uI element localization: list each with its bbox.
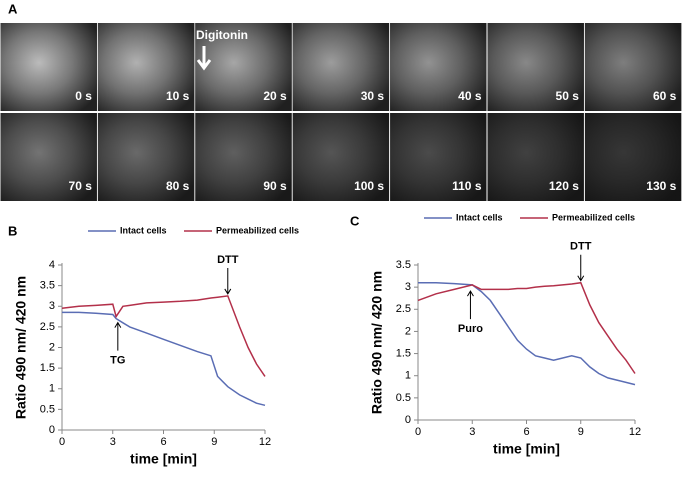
y-tick-label: 2 [49, 341, 55, 353]
annotation-label: DTT [570, 241, 592, 253]
y-tick-label: 3.5 [40, 280, 55, 292]
frame-time: 130 s [646, 179, 676, 193]
y-tick-label: 3 [49, 300, 55, 312]
y-axis-title: Ratio 490 nm/ 420 nm [13, 276, 29, 419]
microscopy-cells [195, 113, 292, 201]
annotation-arrow [224, 267, 232, 295]
x-axis-title: time [min] [130, 451, 197, 467]
panel-label: A [8, 1, 18, 16]
panel-label: B [8, 223, 17, 238]
x-tick-label: 3 [110, 436, 116, 448]
frame-time: 120 s [549, 179, 579, 193]
microscopy-cells [292, 113, 390, 201]
frame-time: 30 s [361, 89, 385, 103]
microscopy-cells [292, 23, 390, 111]
frame-time: 90 s [263, 179, 287, 193]
y-tick-label: 0 [405, 414, 411, 426]
frame-time: 70 s [69, 179, 93, 193]
frame-time: 60 s [653, 89, 677, 103]
x-tick-label: 6 [160, 436, 166, 448]
microscopy-cells [390, 23, 487, 111]
y-tick-label: 1 [405, 370, 411, 382]
legend-label: Permeabilized cells [552, 212, 635, 222]
y-tick-label: 0 [49, 424, 55, 436]
x-tick-label: 0 [415, 426, 421, 438]
x-tick-label: 9 [211, 436, 217, 448]
x-axis-title: time [min] [493, 441, 560, 457]
annotation-label: Puro [458, 323, 483, 335]
frame-time: 10 s [166, 89, 190, 103]
annotation: Digitonin [196, 28, 248, 42]
y-tick-label: 0.5 [396, 392, 411, 404]
x-tick-label: 3 [469, 426, 475, 438]
series-line [62, 311, 266, 407]
y-tick-label: 4 [49, 259, 55, 271]
y-tick-label: 1.5 [40, 362, 55, 374]
annotation-arrow [114, 321, 122, 351]
y-tick-label: 1.5 [396, 347, 411, 359]
series-line [418, 281, 636, 386]
y-tick-label: 2 [405, 325, 411, 337]
annotation-label: DTT [217, 254, 239, 266]
microscopy-cells [487, 113, 584, 201]
frame-time: 100 s [354, 179, 384, 193]
y-tick-label: 3.5 [396, 259, 411, 271]
y-tick-label: 3 [405, 281, 411, 293]
legend-label: Intact cells [120, 225, 167, 235]
x-tick-label: 0 [59, 436, 65, 448]
y-tick-label: 0.5 [40, 403, 55, 415]
frame-time: 40 s [458, 89, 482, 103]
annotation-arrow [467, 290, 474, 320]
x-tick-label: 9 [578, 426, 584, 438]
legend-label: Intact cells [456, 212, 503, 222]
series-line [417, 281, 636, 374]
legend-label: Permeabilized cells [216, 225, 299, 235]
microscopy-cells [584, 113, 682, 201]
x-tick-label: 12 [259, 436, 271, 448]
frame-time: 20 s [263, 89, 287, 103]
series-line [61, 295, 266, 377]
frame-time: 50 s [556, 89, 580, 103]
x-tick-label: 6 [523, 426, 529, 438]
microscopy-cells [584, 23, 682, 111]
microscopy-cells [97, 113, 195, 201]
arrow [196, 46, 212, 71]
y-tick-label: 2.5 [396, 303, 411, 315]
annotation-arrow [577, 254, 585, 282]
y-axis-title: Ratio 490 nm/ 420 nm [369, 271, 385, 414]
microscopy-cells [97, 23, 195, 111]
annotation-label: TG [110, 355, 125, 367]
microscopy-cells [390, 113, 487, 201]
frame-time: 0 s [75, 89, 92, 103]
frame-time: 110 s [452, 179, 482, 193]
microscopy-cells [487, 23, 584, 111]
y-tick-label: 2.5 [40, 321, 55, 333]
microscopy-cells [0, 113, 97, 201]
panel-label: C [350, 213, 360, 228]
x-tick-label: 12 [629, 426, 641, 438]
microscopy-cells [195, 23, 292, 111]
microscopy-cells [0, 23, 97, 111]
y-tick-label: 1 [49, 383, 55, 395]
frame-time: 80 s [166, 179, 190, 193]
